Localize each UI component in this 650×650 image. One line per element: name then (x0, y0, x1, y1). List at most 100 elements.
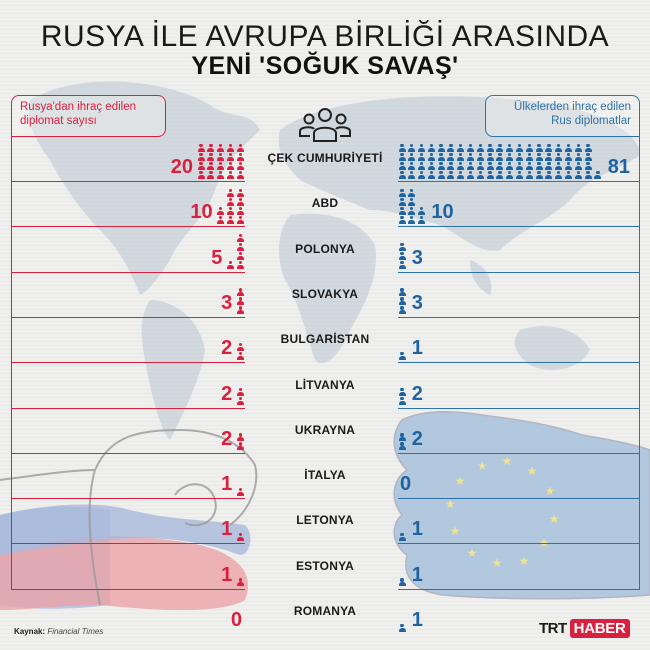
person-icon (408, 215, 416, 225)
person-icon (427, 170, 435, 180)
pictogram-right (398, 413, 407, 451)
pictogram-column (398, 188, 407, 225)
person-icon (565, 152, 573, 162)
country-label: LİTVANYA (295, 377, 355, 392)
person-icon (236, 342, 244, 352)
person-icon (545, 143, 553, 153)
person-icon (398, 433, 406, 442)
person-icon (594, 170, 602, 180)
pictogram-column (584, 143, 593, 180)
person-icon (236, 388, 244, 397)
person-icon (506, 161, 514, 171)
person-icon (226, 197, 234, 207)
pictogram-column (418, 206, 427, 225)
row-divider-left (11, 452, 245, 454)
pictogram-column (398, 623, 407, 633)
person-icon (555, 152, 563, 162)
pictogram-column (226, 261, 235, 270)
row-divider-right (398, 588, 640, 590)
pictogram-column (236, 532, 245, 542)
person-icon (398, 215, 406, 225)
person-icon (447, 152, 455, 162)
person-icon (408, 152, 416, 162)
person-icon (408, 170, 416, 180)
person-icon (437, 161, 445, 171)
person-icon (545, 161, 553, 171)
pictogram-left (236, 549, 245, 587)
person-icon (476, 143, 484, 153)
pictogram-column (427, 143, 436, 180)
person-icon (574, 152, 582, 162)
russia-fist-illustration (0, 428, 258, 610)
value-expelled-russians: 3 (411, 291, 423, 314)
country-label: POLONYA (295, 241, 355, 256)
svg-text:★: ★ (527, 464, 538, 478)
row-divider-left (11, 181, 245, 182)
person-icon (418, 170, 426, 180)
value-expelled-russians: 3 (411, 246, 423, 269)
pictogram-column (398, 532, 407, 542)
pictogram-column (457, 143, 466, 180)
legend-right-box: Ülkelerden ihraç edilen Rus diplomatlar (485, 95, 640, 137)
person-icon (236, 306, 244, 315)
person-icon (476, 152, 484, 162)
person-icon (427, 152, 435, 162)
person-icon (506, 152, 514, 162)
person-icon (496, 161, 504, 171)
value-expelled-russians: 1 (411, 337, 423, 360)
pictogram-column (398, 578, 407, 587)
person-icon (236, 487, 244, 497)
person-icon (506, 143, 514, 153)
person-icon (476, 161, 484, 171)
person-icon (398, 351, 406, 361)
person-icon (236, 578, 244, 587)
row-divider-right (398, 498, 640, 500)
pictogram-column (236, 288, 245, 315)
pictogram-column (467, 143, 476, 180)
person-icon (236, 297, 244, 306)
pictogram-column (594, 170, 603, 180)
person-icon (565, 161, 573, 171)
person-icon (565, 143, 573, 153)
person-icon (496, 143, 504, 153)
person-icon (574, 170, 582, 180)
person-icon (457, 161, 465, 171)
value-expelled-by-russia: 2 (221, 427, 233, 450)
person-icon (217, 152, 225, 162)
pictogram-left (197, 141, 245, 179)
person-icon (207, 152, 215, 162)
value-expelled-by-russia: 5 (211, 246, 223, 269)
person-icon (437, 143, 445, 153)
pictogram-right (398, 594, 407, 632)
pictogram-column (496, 143, 505, 180)
person-icon (418, 206, 426, 216)
svg-text:★: ★ (455, 474, 466, 488)
person-icon (217, 170, 225, 180)
pictogram-column (398, 288, 407, 315)
value-expelled-by-russia: 3 (221, 291, 233, 314)
person-icon (467, 143, 475, 153)
svg-text:★: ★ (539, 536, 550, 550)
person-icon (535, 170, 543, 180)
person-icon (486, 161, 494, 171)
person-icon (447, 161, 455, 171)
person-icon (555, 170, 563, 180)
person-icon (486, 143, 494, 153)
person-icon (226, 261, 234, 270)
person-icon (236, 161, 244, 171)
country-label: UKRAYNA (294, 422, 356, 437)
person-icon (418, 152, 426, 162)
chart-row: 2 UKRAYNA 2 (0, 409, 650, 454)
pictogram-column (437, 143, 446, 180)
pictogram-column (408, 143, 417, 180)
person-icon (516, 152, 524, 162)
person-icon (236, 170, 244, 180)
person-icon (398, 306, 406, 315)
pictogram-column (236, 578, 245, 587)
person-icon (236, 143, 244, 153)
person-icon (226, 215, 234, 225)
person-icon (447, 170, 455, 180)
person-icon (467, 170, 475, 180)
value-expelled-by-russia: 1 (221, 473, 233, 496)
svg-text:★: ★ (545, 484, 556, 498)
